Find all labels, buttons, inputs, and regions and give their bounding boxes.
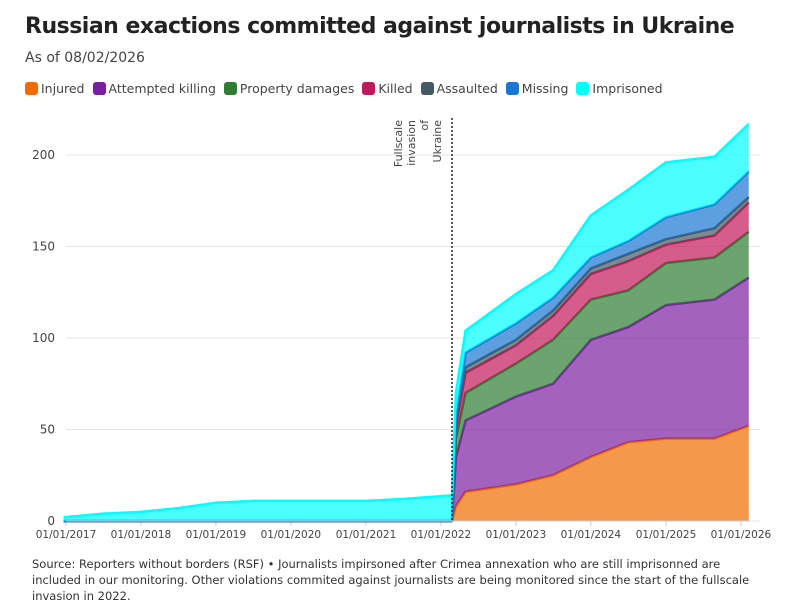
x-tick-label: 01/01/2020: [261, 529, 322, 541]
x-tick-label: 01/01/2025: [636, 529, 697, 541]
y-tick-label: 0: [47, 514, 55, 528]
legend-swatch: [223, 82, 237, 95]
invasion-annotation: invasion: [405, 120, 418, 166]
x-tick-label: 01/01/2023: [486, 529, 547, 541]
legend-swatch: [576, 82, 590, 95]
chart-subtitle: As of 08/02/2026: [25, 50, 145, 66]
area-imprisoned: [63, 123, 749, 521]
legend-swatch: [362, 82, 376, 95]
legend-swatch: [505, 82, 519, 95]
legend-swatch: [420, 82, 434, 95]
legend-swatch: [92, 82, 106, 95]
x-tick-label: 01/01/2026: [711, 529, 772, 541]
legend-item[interactable]: Attempted killing: [92, 81, 216, 96]
source-note: Source: Reporters without borders (RSF) …: [32, 557, 750, 603]
x-tick-label: 01/01/2017: [36, 529, 97, 541]
legend-label: Missing: [521, 81, 569, 96]
x-tick-label: 01/01/2019: [186, 529, 247, 541]
legend-swatch: [25, 82, 38, 95]
legend-item[interactable]: Killed: [362, 81, 413, 96]
legend-label: Attempted killing: [108, 81, 216, 96]
invasion-annotation: Fullscale: [392, 120, 405, 167]
legend-label: Imprisoned: [592, 81, 663, 96]
legend-item[interactable]: Assaulted: [420, 81, 498, 96]
x-tick-label: 01/01/2021: [336, 529, 397, 541]
line-imprisoned: [63, 122, 750, 519]
invasion-annotation: Ukraine: [431, 120, 444, 163]
x-tick-label: 01/01/2022: [411, 529, 472, 541]
x-tick-label: 01/01/2024: [561, 529, 622, 541]
area-injured: [63, 425, 749, 521]
legend-item[interactable]: Injured: [25, 81, 85, 96]
legend: Injured Attempted killing Property damages…: [25, 81, 663, 96]
legend-item[interactable]: Property damages: [223, 81, 355, 96]
legend-label: Killed: [378, 81, 413, 96]
chart-title: Russian exactions committed against jour…: [25, 14, 735, 39]
legend-item[interactable]: Imprisoned: [576, 81, 663, 96]
y-tick-label: 100: [32, 331, 55, 345]
legend-label: Property damages: [239, 81, 355, 96]
legend-item[interactable]: Missing: [505, 81, 569, 96]
invasion-annotation: of: [418, 119, 431, 131]
legend-label: Assaulted: [436, 81, 498, 96]
y-tick-label: 50: [40, 423, 55, 437]
x-tick-label: 01/01/2018: [111, 529, 172, 541]
y-tick-label: 200: [32, 148, 55, 162]
y-tick-label: 150: [32, 240, 55, 254]
area-attempted-killing: [63, 277, 749, 521]
legend-label: Injured: [41, 81, 85, 96]
